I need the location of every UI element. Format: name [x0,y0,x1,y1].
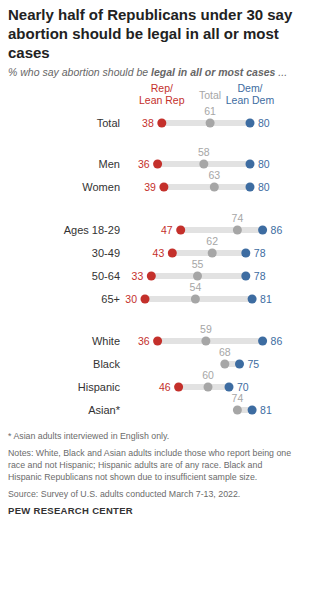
data-label: 80 [258,181,270,193]
note: * Asian adults interviewed in English on… [8,430,298,442]
data-label: 80 [258,158,270,170]
dot [258,226,267,235]
data-label: 74 [232,212,244,224]
credit: PEW RESEARCH CENTER [8,505,298,517]
data-label: 47 [161,224,173,236]
data-label: 78 [254,270,266,282]
data-label: 46 [159,381,171,393]
data-label: 58 [198,146,210,158]
category-label: White [92,335,120,347]
dot [141,295,150,304]
data-label: 74 [232,392,244,404]
category-label: Total [97,117,120,129]
data-label: 36 [138,335,150,347]
dot [201,337,210,346]
data-label: 81 [260,293,272,305]
data-label: 30 [125,293,137,305]
category-label: Women [82,181,120,193]
data-label: 33 [132,270,144,282]
data-label: 60 [202,369,214,381]
dot [233,406,242,415]
dot [153,337,162,346]
data-label: 80 [258,117,270,129]
data-label: 54 [190,281,202,293]
data-label: 81 [260,404,272,416]
note: Notes: White, Black and Asian adults inc… [8,447,298,483]
data-label: 39 [144,181,156,193]
dot [235,360,244,369]
dot [246,160,255,169]
data-label: 36 [138,158,150,170]
category-label: Men [99,158,120,170]
data-label: 63 [208,169,220,181]
data-label: 75 [248,358,260,370]
dot [191,295,200,304]
category-label: Asian* [88,404,121,416]
dot [248,406,257,415]
dot [210,183,219,192]
dot [206,119,215,128]
connector [181,227,263,233]
data-label: 86 [271,335,283,347]
dot [241,249,250,258]
data-label: 59 [200,323,212,335]
dot [174,383,183,392]
data-label: 61 [204,105,216,117]
dot [246,119,255,128]
dot [193,272,202,281]
note: Source: Survey of U.S. adults conducted … [8,488,298,500]
dot [176,226,185,235]
data-label: 86 [271,224,283,236]
dot [248,295,257,304]
dot [168,249,177,258]
subtitle: % who say abortion should be legal in al… [8,66,306,79]
data-label: 43 [153,247,165,259]
dot [204,383,213,392]
category-label: 50-64 [92,270,120,282]
notes: * Asian adults interviewed in English on… [8,430,298,522]
legend-label: Rep/Lean Rep [139,82,185,106]
data-label: 78 [254,247,266,259]
title: Nearly half of Republicans under 30 say … [8,5,306,62]
dot [258,337,267,346]
dot [225,383,234,392]
data-label: 38 [142,117,154,129]
dot [199,160,208,169]
connector [164,184,250,190]
category-label: Ages 18-29 [64,224,120,236]
dot [246,183,255,192]
dot [147,272,156,281]
category-label: Hispanic [78,381,121,393]
labels: Total 38 61 80 Men 36 58 80 Women 39 63 80 Ages 18-2… [64,82,283,416]
dot [157,119,166,128]
category-label: Black [93,358,120,370]
category-label: 65+ [101,293,120,305]
dots [141,119,268,415]
data-label: 62 [206,235,218,247]
dot [220,360,229,369]
dot [153,160,162,169]
dot [208,249,217,258]
dot [233,226,242,235]
category-label: 30-49 [92,247,120,259]
dot [159,183,168,192]
data-label: 55 [192,258,204,270]
legend-label: Total [199,89,221,101]
connectors [145,123,263,410]
legend-label: Dem/Lean Dem [226,82,275,106]
data-label: 68 [219,346,231,358]
dot [241,272,250,281]
